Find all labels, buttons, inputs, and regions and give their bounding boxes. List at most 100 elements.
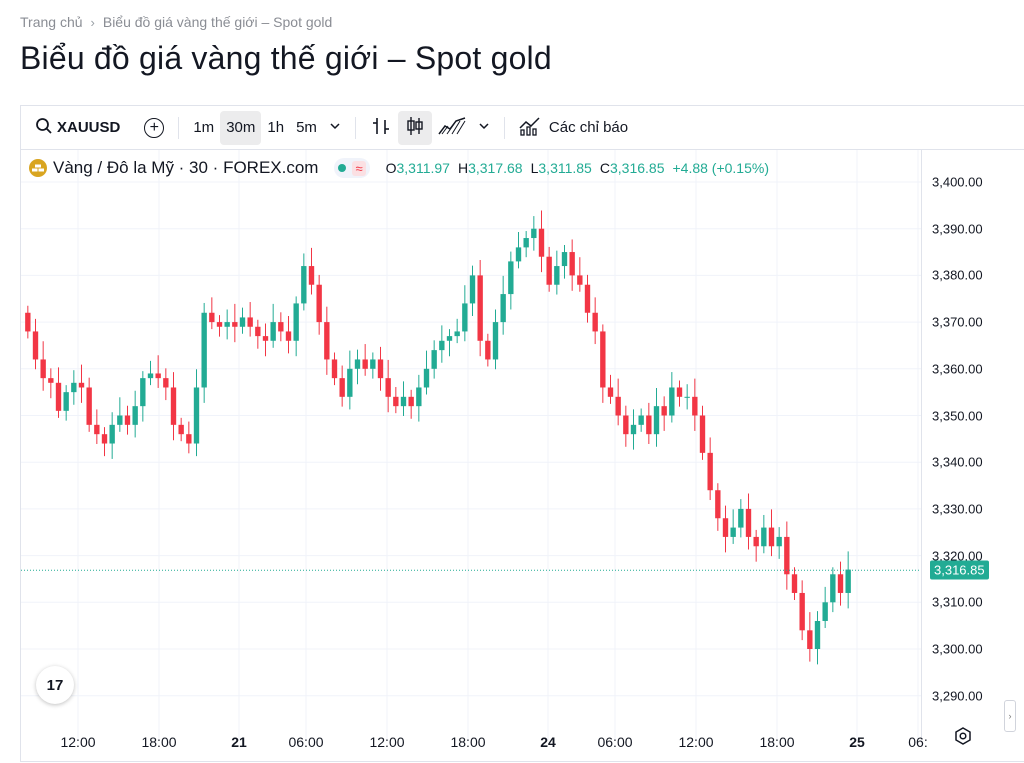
high-label: H: [457, 160, 469, 176]
price-tick-label: 3,340.00: [932, 454, 983, 470]
instrument-title[interactable]: Vàng / Đô la Mỹ · 30 · FOREX.com: [53, 158, 319, 177]
high-value: 3,317.68: [468, 160, 523, 176]
chart-widget: XAUUSD + 1m 30m 1h 5m: [20, 105, 1024, 762]
candle-body: [485, 340, 491, 360]
candle-body: [132, 406, 138, 425]
breadcrumb-home[interactable]: Trang chủ: [20, 14, 83, 30]
price-tick-label: 3,300.00: [932, 641, 983, 657]
area-chart-icon: [438, 116, 466, 140]
time-tick-label: 18:00: [759, 734, 795, 750]
page-title: Biểu đồ giá vàng thế giới – Spot gold: [20, 40, 552, 76]
market-open-dot: [338, 164, 347, 172]
symbol-search-button[interactable]: XAUUSD: [29, 111, 126, 145]
price-tick-label: 3,320.00: [932, 548, 983, 564]
settings-icon: [954, 726, 972, 750]
chart-area[interactable]: Vàng / Đô la Mỹ · 30 · FOREX.com ≈ O3,31…: [21, 150, 1024, 763]
candle-body: [653, 406, 660, 435]
price-chart[interactable]: [21, 150, 921, 740]
candle-body: [822, 602, 828, 621]
candle-body: [416, 387, 422, 407]
indicators-icon: [519, 116, 541, 140]
plus-circle-icon: +: [144, 117, 165, 138]
chart-toolbar: XAUUSD + 1m 30m 1h 5m: [21, 106, 1024, 150]
chevron-down-icon: [478, 119, 490, 136]
candle-body: [469, 275, 476, 304]
candle-body: [101, 434, 108, 444]
chart-style-dropdown-button[interactable]: [472, 111, 496, 145]
bar-style-button[interactable]: [364, 111, 398, 145]
candle-body: [462, 303, 468, 332]
candle-body: [531, 228, 537, 239]
candle-body: [722, 518, 729, 537]
breadcrumb-separator: ›: [90, 14, 95, 30]
candle-body: [699, 415, 706, 453]
interval-5m-button[interactable]: 5m: [290, 111, 323, 145]
candle-body: [730, 527, 736, 537]
candle-body: [738, 508, 744, 528]
breadcrumb-current: Biểu đồ giá vàng thế giới – Spot gold: [102, 14, 333, 30]
candle-body: [669, 387, 675, 416]
interval-30m-button[interactable]: 30m: [220, 110, 262, 145]
close-label: C: [599, 160, 610, 176]
price-tick-label: 3,380.00: [932, 267, 983, 283]
toolbar-divider: [354, 116, 356, 139]
interval-1h-label: 1h: [267, 119, 285, 136]
candle-body: [362, 359, 368, 369]
change-value: +4.88 (+0.15%): [672, 160, 769, 176]
panel-toggle-handle[interactable]: ›: [1004, 700, 1016, 732]
price-tick-label: 3,330.00: [932, 501, 983, 517]
candle-body: [538, 228, 545, 257]
price-tick-label: 3,370.00: [932, 314, 983, 330]
candle-style-button[interactable]: [397, 110, 432, 145]
market-status-pill[interactable]: ≈: [334, 158, 370, 178]
interval-1m-button[interactable]: 1m: [187, 111, 220, 145]
candle-body: [423, 368, 430, 388]
chevron-down-icon: [329, 119, 341, 136]
compare-button[interactable]: +: [138, 111, 170, 145]
candle-body: [408, 396, 414, 407]
candle-body: [86, 387, 92, 425]
candle-body: [25, 312, 31, 332]
area-style-button[interactable]: [432, 111, 472, 145]
indicators-button[interactable]: Các chỉ báo: [513, 111, 634, 145]
candle-body: [40, 359, 46, 379]
candle-body: [170, 387, 177, 425]
price-tick-label: 3,350.00: [932, 408, 983, 423]
candle-body: [791, 574, 798, 593]
interval-1h-button[interactable]: 1h: [261, 111, 290, 145]
candle-body: [554, 266, 560, 285]
time-tick-label: 12:00: [369, 734, 405, 750]
candle-body: [569, 252, 575, 276]
time-tick-label: 25: [849, 734, 865, 750]
time-tick-label: 24: [540, 734, 556, 750]
interval-30m-label: 30m: [226, 119, 256, 136]
candle-body: [615, 396, 621, 416]
candle-body: [224, 322, 230, 327]
interval-1m-label: 1m: [193, 119, 215, 136]
chart-settings-button[interactable]: [953, 726, 973, 750]
candle-body: [492, 322, 499, 360]
candle-body: [140, 378, 146, 407]
candle-body: [301, 266, 307, 304]
candle-body: [201, 312, 207, 388]
tradingview-logo[interactable]: 17: [36, 666, 74, 704]
candle-body: [48, 378, 54, 383]
candle-body: [324, 322, 330, 360]
candle-body: [32, 331, 39, 360]
candle-body: [155, 373, 161, 379]
candle-body: [807, 630, 813, 649]
price-tick-label: 3,400.00: [932, 174, 983, 190]
candle-body: [508, 261, 514, 295]
candle-body: [561, 252, 568, 267]
time-axis[interactable]: 12:00 18:00 21 06:00 12:00 18:00 24 06:00 12:00 1…: [21, 724, 927, 754]
candle-body: [546, 256, 552, 285]
low-value: 3,311.85: [538, 160, 592, 176]
candle-body: [63, 392, 69, 411]
time-tick-label: 06:00: [597, 734, 633, 750]
candle-body: [78, 382, 85, 388]
price-axis[interactable]: 3,400.00 3,390.00 3,380.00 3,370.00 3,360.00…: [921, 150, 1024, 740]
interval-dropdown-button[interactable]: [323, 111, 347, 145]
candle-body: [216, 322, 223, 327]
candle-body: [385, 378, 391, 397]
candle-body: [331, 359, 338, 379]
